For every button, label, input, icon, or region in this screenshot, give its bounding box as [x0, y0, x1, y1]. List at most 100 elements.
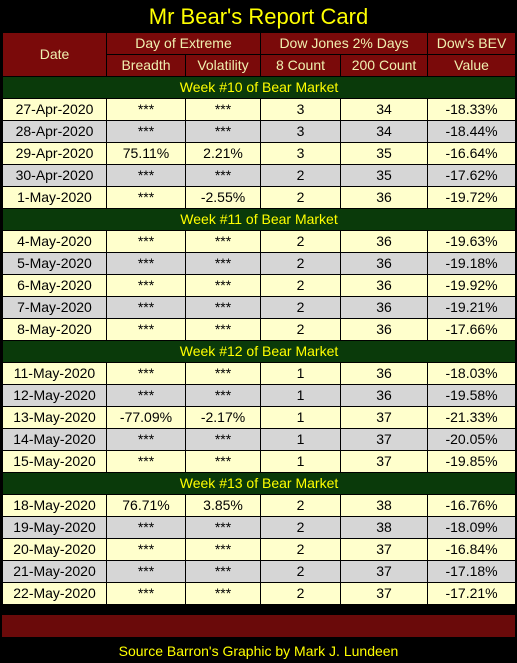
- date-cell: 12-May-2020: [2, 384, 107, 407]
- week-header-row: Week #13 of Bear Market: [1, 472, 517, 495]
- count8-cell: 2: [260, 186, 342, 209]
- date-cell: 28-Apr-2020: [2, 120, 107, 143]
- volatility-cell: ***: [184, 120, 262, 143]
- count200-cell: 36: [340, 252, 429, 275]
- volatility-cell: ***: [184, 560, 262, 583]
- breadth-cell: ***: [106, 186, 186, 209]
- bev-cell: -16.64%: [427, 142, 517, 165]
- count8-cell: 2: [260, 318, 342, 341]
- count200-cell: 37: [340, 560, 429, 583]
- volatility-cell: ***: [184, 98, 262, 121]
- count8-cell: 2: [260, 582, 342, 605]
- bev-cell: -19.92%: [427, 274, 517, 297]
- volatility-cell: ***: [184, 362, 262, 385]
- table-row: 30-Apr-2020 *** *** 2 35 -17.62%: [2, 164, 517, 187]
- volatility-cell: ***: [184, 230, 262, 253]
- count8-cell: 3: [260, 98, 342, 121]
- date-cell: 19-May-2020: [2, 516, 107, 539]
- count8-cell: 2: [260, 164, 342, 187]
- source-credit: Source Barron's Graphic by Mark J. Lunde…: [118, 643, 399, 659]
- table-row: 20-May-2020 *** *** 2 37 -16.84%: [2, 538, 517, 561]
- date-cell: 30-Apr-2020: [2, 164, 107, 187]
- volatility-cell: ***: [184, 296, 262, 319]
- breadth-cell: ***: [106, 516, 186, 539]
- volatility-cell: ***: [184, 384, 262, 407]
- breadth-cell: ***: [106, 164, 186, 187]
- date-cell: 7-May-2020: [2, 296, 107, 319]
- count200-cell: 36: [340, 318, 429, 341]
- count200-cell: 36: [340, 296, 429, 319]
- count8-cell: 1: [260, 384, 342, 407]
- week-label: Week #10 of Bear Market: [1, 76, 517, 99]
- volatility-cell: ***: [184, 164, 262, 187]
- breadth-cell: 75.11%: [106, 142, 186, 165]
- table-row: 19-May-2020 *** *** 2 38 -18.09%: [2, 516, 517, 539]
- header-200-count: 200 Count: [340, 54, 429, 77]
- date-cell: 18-May-2020: [2, 494, 107, 517]
- bev-cell: -19.21%: [427, 296, 517, 319]
- footer-bar: [2, 615, 515, 637]
- header-value: Value: [427, 54, 517, 77]
- header-8-count: 8 Count: [260, 54, 342, 77]
- bev-cell: -17.18%: [427, 560, 517, 583]
- volatility-cell: -2.55%: [184, 186, 262, 209]
- breadth-cell: ***: [106, 538, 186, 561]
- count200-cell: 35: [340, 164, 429, 187]
- header-volatility: Volatility: [184, 54, 262, 77]
- breadth-cell: 76.71%: [106, 494, 186, 517]
- date-cell: 1-May-2020: [2, 186, 107, 209]
- bev-cell: -18.03%: [427, 362, 517, 385]
- table-row: 21-May-2020 *** *** 2 37 -17.18%: [2, 560, 517, 583]
- count200-cell: 36: [340, 362, 429, 385]
- volatility-cell: 2.21%: [184, 142, 262, 165]
- date-cell: 4-May-2020: [2, 230, 107, 253]
- header-breadth: Breadth: [106, 54, 186, 77]
- date-cell: 5-May-2020: [2, 252, 107, 275]
- volatility-cell: ***: [184, 318, 262, 341]
- count8-cell: 3: [260, 120, 342, 143]
- count8-cell: 2: [260, 516, 342, 539]
- table-row: 4-May-2020 *** *** 2 36 -19.63%: [2, 230, 517, 253]
- date-cell: 22-May-2020: [2, 582, 107, 605]
- week-header-row: Week #10 of Bear Market: [1, 76, 517, 99]
- count8-cell: 2: [260, 494, 342, 517]
- table-row: 11-May-2020 *** *** 1 36 -18.03%: [2, 362, 517, 385]
- date-cell: 13-May-2020: [2, 406, 107, 429]
- count200-cell: 36: [340, 230, 429, 253]
- count200-cell: 34: [340, 120, 429, 143]
- count8-cell: 2: [260, 252, 342, 275]
- count200-cell: 37: [340, 428, 429, 451]
- count200-cell: 37: [340, 538, 429, 561]
- breadth-cell: ***: [106, 120, 186, 143]
- breadth-cell: ***: [106, 450, 186, 473]
- table-row: 12-May-2020 *** *** 1 36 -19.58%: [2, 384, 517, 407]
- volatility-cell: ***: [184, 538, 262, 561]
- volatility-cell: -2.17%: [184, 406, 262, 429]
- count200-cell: 36: [340, 186, 429, 209]
- count200-cell: 37: [340, 582, 429, 605]
- table-row: 14-May-2020 *** *** 1 37 -20.05%: [2, 428, 517, 451]
- date-cell: 14-May-2020: [2, 428, 107, 451]
- volatility-cell: ***: [184, 450, 262, 473]
- count8-cell: 2: [260, 274, 342, 297]
- date-cell: 20-May-2020: [2, 538, 107, 561]
- table-row: 1-May-2020 *** -2.55% 2 36 -19.72%: [2, 186, 517, 209]
- date-cell: 27-Apr-2020: [2, 98, 107, 121]
- count8-cell: 1: [260, 450, 342, 473]
- count200-cell: 36: [340, 384, 429, 407]
- table-row: 18-May-2020 76.71% 3.85% 2 38 -16.76%: [2, 494, 517, 517]
- table-row: 22-May-2020 *** *** 2 37 -17.21%: [2, 582, 517, 605]
- date-cell: 21-May-2020: [2, 560, 107, 583]
- count8-cell: 2: [260, 230, 342, 253]
- breadth-cell: ***: [106, 384, 186, 407]
- week-header-row: Week #11 of Bear Market: [1, 208, 517, 231]
- bev-cell: -17.21%: [427, 582, 517, 605]
- count8-cell: 2: [260, 560, 342, 583]
- bev-cell: -17.62%: [427, 164, 517, 187]
- breadth-cell: ***: [106, 362, 186, 385]
- report-table: Date Day of Extreme Dow Jones 2% Days Do…: [1, 32, 517, 605]
- header-day-of-extreme: Day of Extreme: [105, 32, 262, 55]
- volatility-cell: ***: [184, 516, 262, 539]
- week-label: Week #13 of Bear Market: [1, 472, 517, 495]
